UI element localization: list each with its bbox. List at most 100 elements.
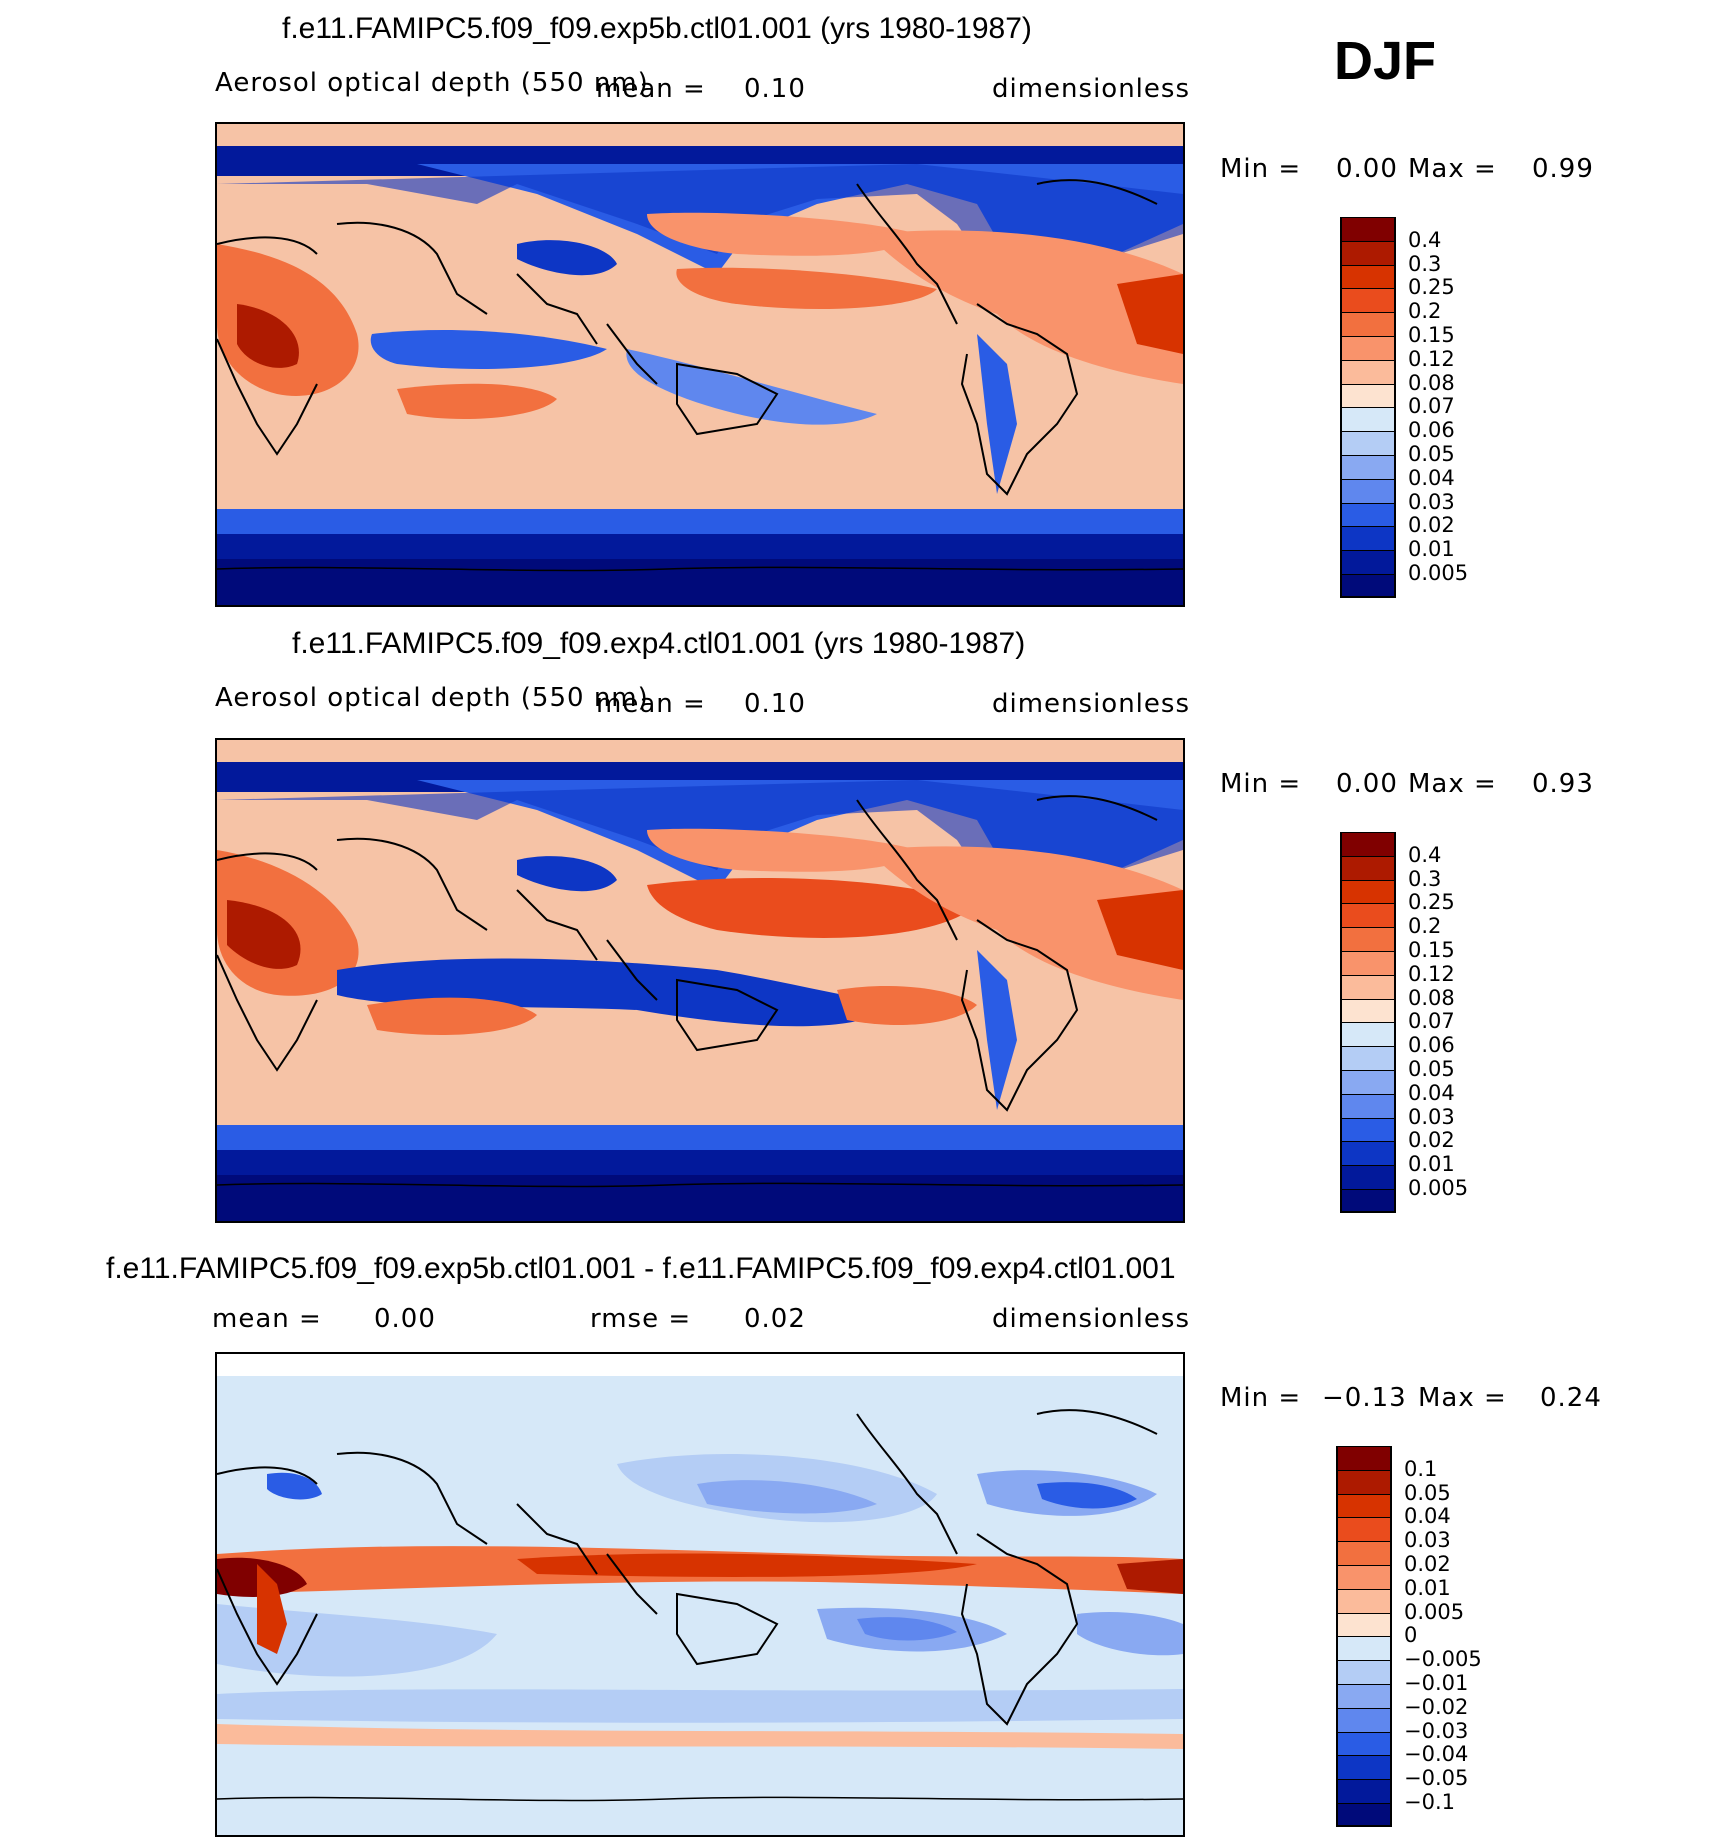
colorbar-tick-label: 0.005: [1408, 561, 1469, 585]
panel1-variable: Aerosol optical depth (550 nm): [215, 68, 649, 98]
colorbar-tick-label: 0.04: [1404, 1504, 1451, 1529]
colorbar-tick-label: 0.03: [1404, 1528, 1451, 1553]
colorbar-tick-label: 0.2: [1408, 914, 1442, 939]
colorbar-swatch: [1340, 1117, 1396, 1142]
panel2-title: f.e11.FAMIPC5.f09_f09.exp4.ctl01.001 (yr…: [292, 627, 1026, 660]
colorbar-tick-label: 0.08: [1408, 985, 1455, 1010]
panel2-min-label: Min =: [1220, 769, 1302, 799]
panel2-mean-label: mean =: [596, 689, 706, 719]
colorbar-tick-label: 0.01: [1408, 1152, 1455, 1177]
panel3-rmse-value: 0.02: [744, 1304, 806, 1334]
colorbar-swatch: [1340, 359, 1396, 384]
panel3-title: f.e11.FAMIPC5.f09_f09.exp5b.ctl01.001 - …: [106, 1252, 1176, 1285]
colorbar-swatch: [1340, 1165, 1396, 1189]
colorbar-swatch: [1340, 927, 1396, 951]
colorbar-swatch: [1340, 1141, 1396, 1166]
colorbar-swatch: [1336, 1707, 1392, 1732]
colorbar-tick-label: 0.02: [1408, 1128, 1455, 1153]
colorbar-swatch: [1340, 455, 1396, 479]
colorbar-tick-label: 0.005: [1408, 1176, 1469, 1200]
colorbar-tick-label: 0.15: [1408, 938, 1455, 962]
colorbar-tick-label: 0.4: [1408, 227, 1442, 252]
season-label: DJF: [1334, 31, 1437, 91]
colorbar-swatch: [1340, 855, 1396, 880]
colorbar-swatch: [1340, 550, 1396, 574]
colorbar-tick-label: −0.03: [1404, 1718, 1469, 1743]
panel1-title: f.e11.FAMIPC5.f09_f09.exp5b.ctl01.001 (y…: [282, 12, 1032, 45]
colorbar-tick-label: 0.05: [1408, 442, 1455, 466]
colorbar-swatch: [1340, 1093, 1396, 1118]
panel3-rmse-label: rmse =: [590, 1304, 692, 1334]
colorbar-swatch: [1340, 951, 1396, 975]
colorbar-swatch: [1340, 998, 1396, 1023]
colorbar-swatch: [1340, 288, 1396, 313]
colorbar-swatch: [1340, 974, 1396, 999]
panel1-min-label: Min =: [1220, 154, 1302, 184]
colorbar-swatch: [1336, 1517, 1392, 1542]
colorbar-swatch: [1340, 1046, 1396, 1070]
colorbar-tick-label: 0.07: [1408, 1009, 1455, 1034]
colorbar-swatch: [1340, 312, 1396, 336]
panel1-map: [215, 122, 1185, 607]
colorbar-tick-label: 0.12: [1408, 346, 1455, 371]
colorbar-swatch: [1336, 1565, 1392, 1589]
colorbar-swatch: [1336, 1660, 1392, 1684]
panel3-map-svg: [217, 1354, 1183, 1835]
colorbar-tick-label: −0.005: [1404, 1647, 1482, 1672]
colorbar-tick-label: 0.06: [1408, 1033, 1455, 1058]
colorbar-tick-label: 0.02: [1404, 1552, 1451, 1576]
panel1-mean-value: 0.10: [744, 74, 806, 104]
panel2-max-label: Max =: [1408, 769, 1497, 799]
colorbar-tick-label: 0.08: [1408, 370, 1455, 395]
panel2-map: [215, 738, 1185, 1223]
panel2-variable: Aerosol optical depth (550 nm): [215, 683, 649, 713]
panel2-min-value: 0.00: [1336, 769, 1398, 799]
colorbar-tick-label: 0.25: [1408, 890, 1455, 915]
colorbar-swatch: [1340, 1070, 1396, 1094]
colorbar-swatch: [1340, 407, 1396, 432]
panel3-min-label: Min =: [1220, 1383, 1302, 1413]
panel1-min-value: 0.00: [1336, 154, 1398, 184]
panel3-max-label: Max =: [1418, 1383, 1507, 1413]
colorbar-tick-label: 0.02: [1408, 513, 1455, 538]
panel1-max-value: 0.99: [1532, 154, 1594, 184]
panel2-max-value: 0.93: [1532, 769, 1594, 799]
panel3-units: dimensionless: [992, 1304, 1190, 1334]
panel1-max-label: Max =: [1408, 154, 1497, 184]
colorbar-swatch: [1340, 240, 1396, 265]
colorbar-swatch: [1340, 1189, 1396, 1213]
colorbar-swatch: [1340, 502, 1396, 527]
colorbar-swatch: [1340, 431, 1396, 455]
colorbar-tick-label: −0.04: [1404, 1742, 1469, 1767]
colorbar-tick-label: 0.4: [1408, 842, 1442, 867]
colorbar-swatch: [1336, 1779, 1392, 1803]
colorbar-swatch: [1340, 903, 1396, 928]
colorbar-swatch: [1340, 574, 1396, 598]
panel1-map-svg: [217, 124, 1183, 605]
colorbar-swatch: [1336, 1636, 1392, 1661]
colorbar-tick-label: 0.15: [1408, 323, 1455, 347]
colorbar-tick-label: 0.06: [1408, 418, 1455, 443]
colorbar-swatch: [1340, 336, 1396, 360]
colorbar-swatch: [1340, 879, 1396, 904]
colorbar-tick-label: 0.3: [1408, 251, 1442, 276]
colorbar-swatch: [1340, 264, 1396, 289]
colorbar-swatch: [1336, 1588, 1392, 1613]
colorbar-tick-label: 0.25: [1408, 275, 1455, 300]
panel3-max-value: 0.24: [1540, 1383, 1602, 1413]
panel3-mean-label: mean =: [212, 1304, 322, 1334]
panel2-mean-value: 0.10: [744, 689, 806, 719]
colorbar-tick-label: 0.3: [1408, 866, 1442, 891]
panel3-mean-value: 0.00: [374, 1304, 436, 1334]
colorbar-swatch: [1340, 1022, 1396, 1047]
colorbar-swatch: [1336, 1612, 1392, 1637]
colorbar-tick-label: 0: [1404, 1623, 1418, 1648]
panel3-min-value: −0.13: [1322, 1383, 1407, 1413]
colorbar-tick-label: −0.05: [1404, 1766, 1469, 1791]
colorbar-tick-label: 0.2: [1408, 299, 1442, 324]
colorbar-swatch: [1336, 1446, 1392, 1470]
panel3-map: [215, 1352, 1185, 1837]
panel2-units: dimensionless: [992, 689, 1190, 719]
colorbar-swatch: [1336, 1541, 1392, 1565]
colorbar-tick-label: 0.04: [1408, 1080, 1455, 1105]
